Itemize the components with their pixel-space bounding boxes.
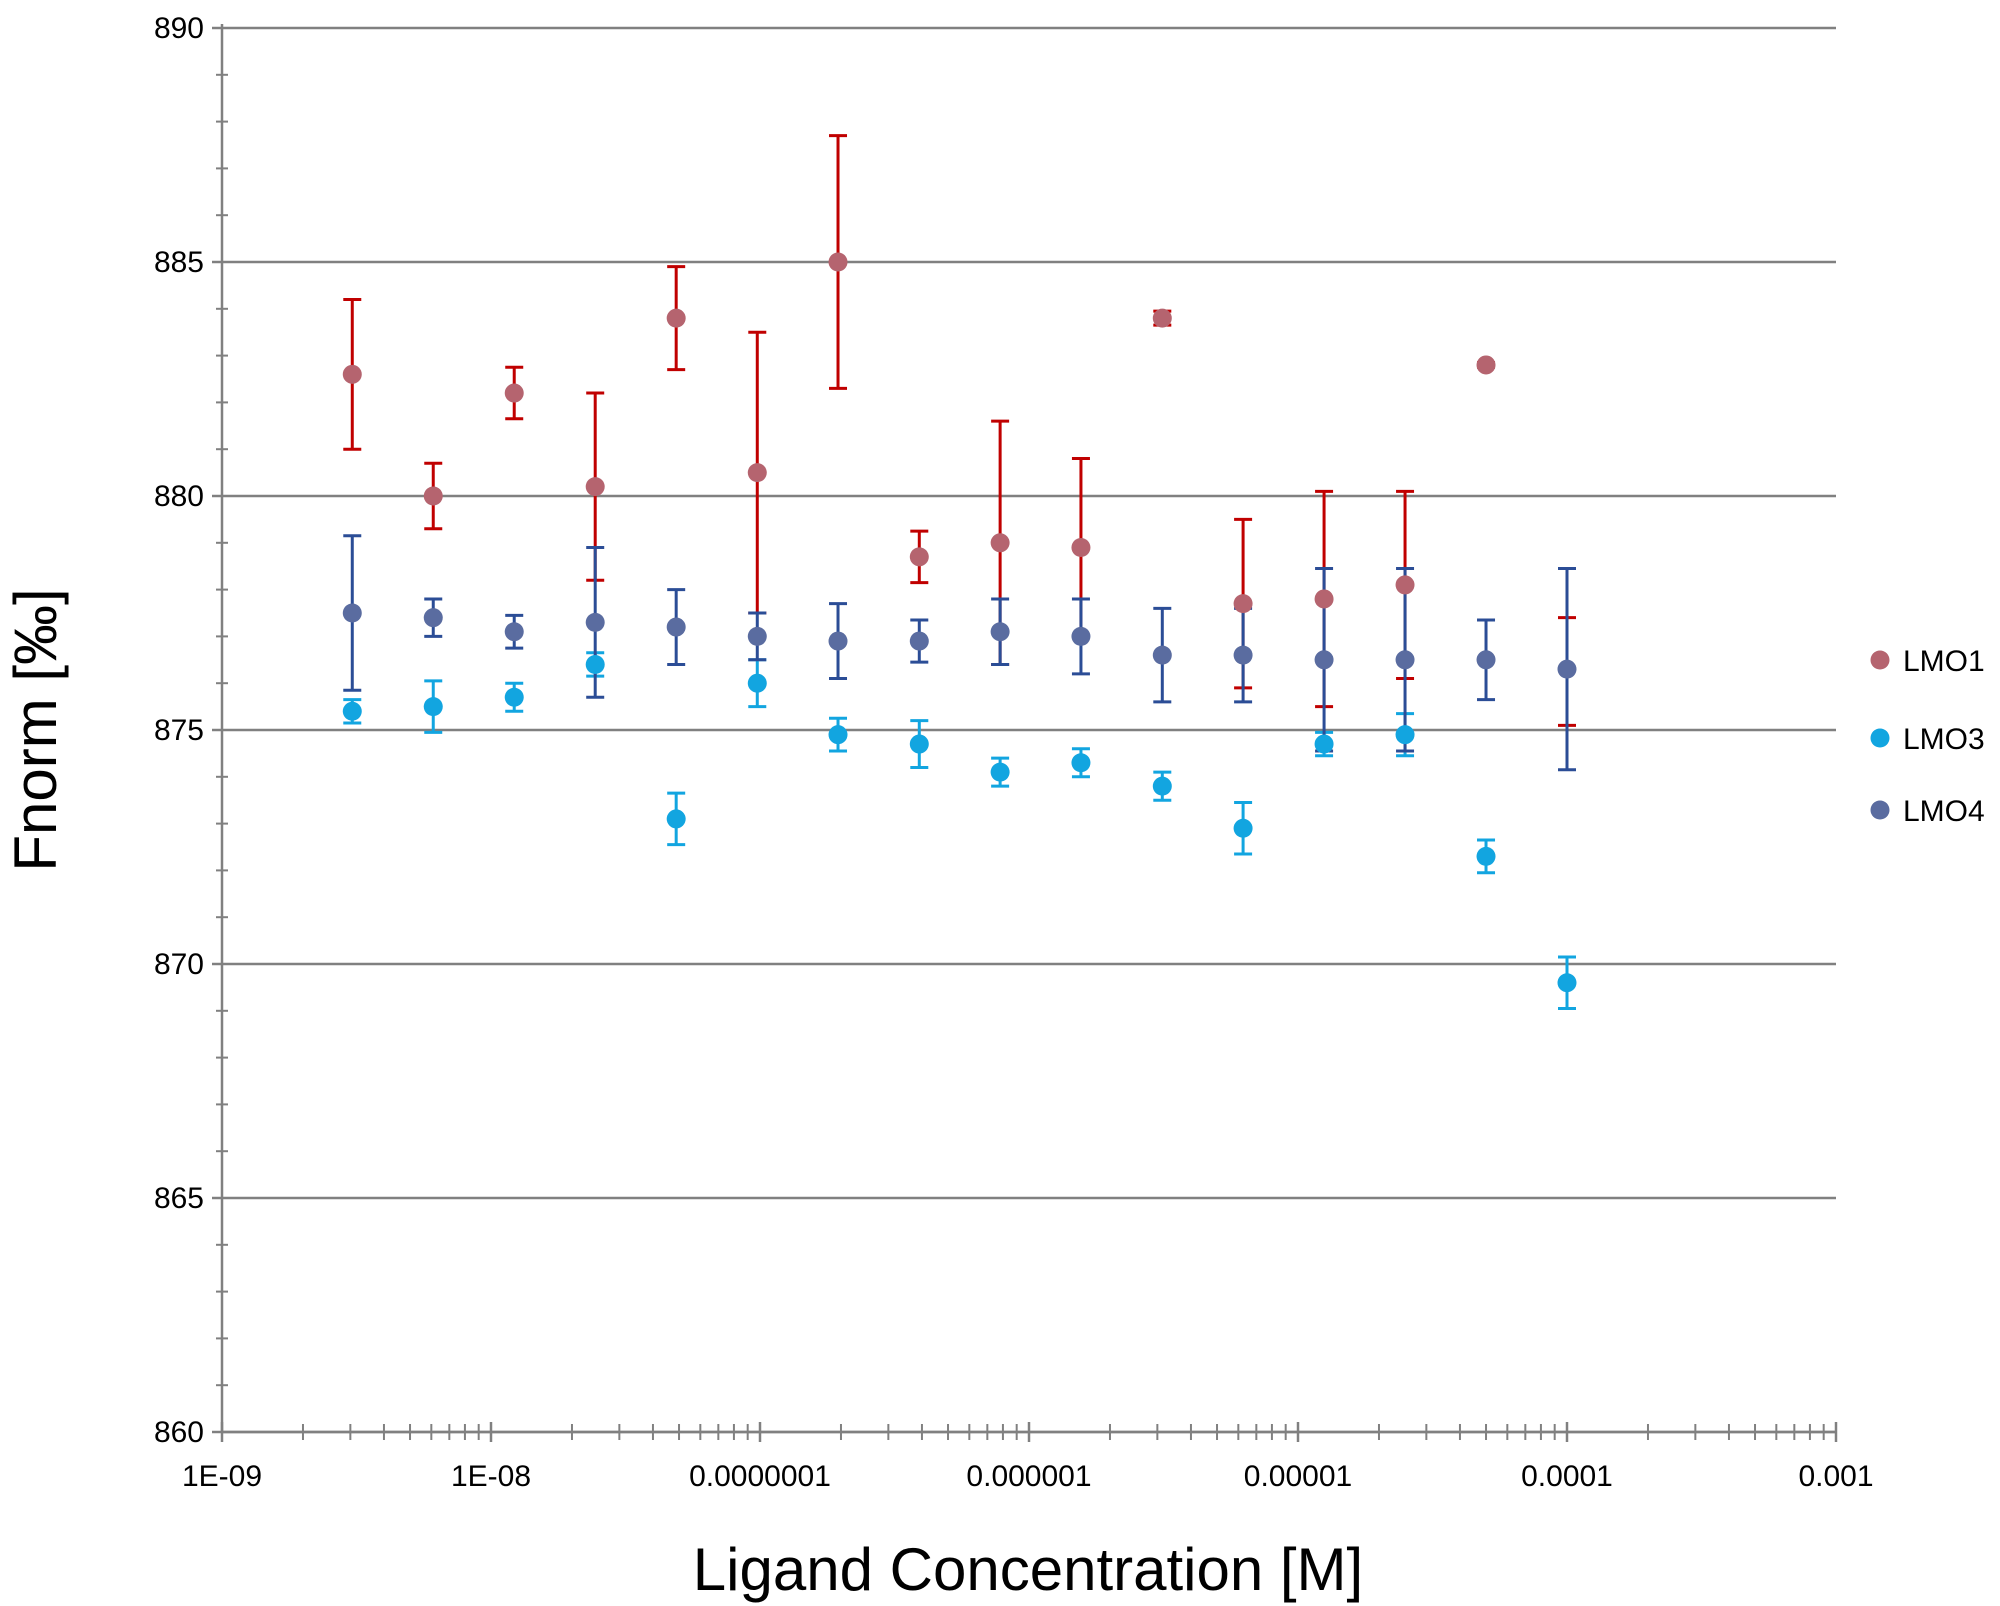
y-tick-label: 865 xyxy=(154,1182,204,1215)
lmo4-point xyxy=(423,608,443,628)
lmo3-point xyxy=(1314,734,1334,754)
lmo3-point xyxy=(585,654,605,674)
lmo3-point xyxy=(747,673,767,693)
lmo4-point xyxy=(1233,645,1253,665)
x-tick-label: 0.0000001 xyxy=(689,1460,831,1493)
lmo1-point xyxy=(1233,594,1253,614)
lmo3-point xyxy=(909,734,929,754)
lmo4-point xyxy=(666,617,686,637)
lmo4-point xyxy=(990,622,1010,642)
lmo4-point xyxy=(1557,659,1577,679)
lmo4-point xyxy=(1476,650,1496,670)
lmo1-point xyxy=(1314,589,1334,609)
lmo3-point xyxy=(1152,776,1172,796)
lmo1-point xyxy=(585,477,605,497)
lmo3-point xyxy=(342,701,362,721)
data-markers xyxy=(342,252,1577,993)
lmo4-point xyxy=(828,631,848,651)
lmo4-point xyxy=(504,622,524,642)
legend-marker-lmo3 xyxy=(1870,728,1890,748)
lmo1-point xyxy=(666,308,686,328)
legend: LMO1 LMO3 LMO4 xyxy=(1870,645,1985,828)
lmo4-point xyxy=(342,603,362,623)
y-tick-label: 860 xyxy=(154,1416,204,1449)
x-tick-label: 1E-09 xyxy=(182,1460,262,1493)
lmo4-point xyxy=(585,612,605,632)
lmo3-point xyxy=(1476,846,1496,866)
legend-marker-lmo4 xyxy=(1870,800,1890,820)
y-tick-label: 890 xyxy=(154,12,204,45)
lmo1-point xyxy=(1071,537,1091,557)
legend-label-lmo4: LMO4 xyxy=(1903,795,1985,828)
lmo1-point xyxy=(504,383,524,403)
lmo1-point xyxy=(909,547,929,567)
lmo1-point xyxy=(342,364,362,384)
x-tick-label: 1E-08 xyxy=(451,1460,531,1493)
lmo1-point xyxy=(1152,308,1172,328)
y-tick-label: 870 xyxy=(154,948,204,981)
legend-label-lmo3: LMO3 xyxy=(1903,723,1985,756)
lmo1-point xyxy=(423,486,443,506)
lmo4-point xyxy=(747,626,767,646)
lmo3-point xyxy=(1233,818,1253,838)
x-tick-label: 0.0001 xyxy=(1521,1460,1613,1493)
x-tick-label: 0.00001 xyxy=(1244,1460,1352,1493)
tick-labels: 860 865 870 875 880 885 890 1E-09 1E-08 0.0000001… xyxy=(154,12,1874,1493)
y-tick-label: 885 xyxy=(154,246,204,279)
y-axis-title: Fnorm [‰] xyxy=(2,588,69,871)
lmo3-point xyxy=(1395,725,1415,745)
x-tick-label: 0.000001 xyxy=(966,1460,1091,1493)
error-bars xyxy=(343,134,1576,1010)
legend-label-lmo1: LMO1 xyxy=(1903,645,1985,678)
lmo3-point xyxy=(666,809,686,829)
lmo4-point xyxy=(1314,650,1334,670)
lmo1-point xyxy=(747,463,767,483)
x-tick-label: 0.001 xyxy=(1798,1460,1873,1493)
lmo3-point xyxy=(990,762,1010,782)
lmo1-point xyxy=(1395,575,1415,595)
lmo3-point xyxy=(828,725,848,745)
lmo3-point xyxy=(504,687,524,707)
lmo4-point xyxy=(1152,645,1172,665)
y-tick-label: 880 xyxy=(154,480,204,513)
gridlines xyxy=(222,26,1836,1434)
lmo1-point xyxy=(1476,355,1496,375)
lmo4-point xyxy=(909,631,929,651)
lmo3-point xyxy=(1557,973,1577,993)
y-tick-label: 875 xyxy=(154,714,204,747)
lmo4-point xyxy=(1071,626,1091,646)
lmo3-point xyxy=(423,697,443,717)
lmo3-point xyxy=(1071,753,1091,773)
lmo1-point xyxy=(990,533,1010,553)
axes xyxy=(212,24,1838,1442)
x-axis-title: Ligand Concentration [M] xyxy=(693,1536,1363,1603)
lmo1-point xyxy=(828,252,848,272)
lmo4-point xyxy=(1395,650,1415,670)
legend-marker-lmo1 xyxy=(1870,650,1890,670)
